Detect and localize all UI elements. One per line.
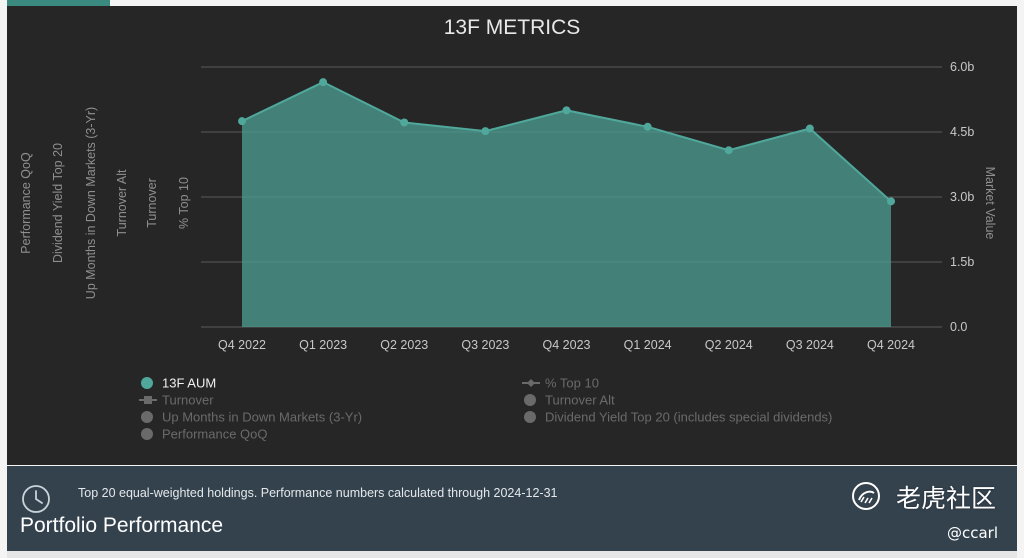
watermark-username: @ccarl [947,524,999,542]
x-tick-label: Q2 2024 [705,338,753,352]
chart-svg: 13F METRICS 0.01.5b3.0b4.5b6.0b Q4 2022 Q… [19,16,997,442]
aum-data-point[interactable] [238,117,246,126]
left-axis-title: % Top 10 [177,177,191,229]
clock-icon [22,485,50,513]
legend-item[interactable]: Up Months in Down Markets (3-Yr) [141,410,362,425]
legend-label: Up Months in Down Markets (3-Yr) [162,410,362,425]
aum-data-point[interactable] [319,78,328,87]
footer-note: Top 20 equal-weighted holdings. Performa… [78,486,558,500]
x-tick-label: Q3 2023 [461,338,509,352]
y-tick-label: 0.0 [950,320,967,334]
legend-label: % Top 10 [545,376,599,391]
legend-marker [141,377,153,389]
x-tick-label: Q2 2023 [380,338,428,352]
left-axis-title: Performance QoQ [19,152,33,254]
legend-item[interactable]: Turnover [139,393,214,408]
y-axis: 0.0 1.5b 3.0b 4.5b 6.0b [950,60,974,334]
aum-data-point[interactable] [400,118,409,127]
x-axis: Q4 2022 Q1 2023 Q2 2023 Q3 2023 Q4 2023 Q1 20… [218,338,915,352]
y-tick-label: 3.0b [950,190,974,204]
aum-data-point[interactable] [562,106,571,115]
aum-area-fill [242,82,891,328]
left-axis-title: Dividend Yield Top 20 [51,143,65,263]
legend-marker [141,428,153,440]
y-tick-label: 1.5b [950,255,974,269]
footer-title: Portfolio Performance [20,514,224,537]
footer-panel: Top 20 equal-weighted holdings. Performa… [7,466,1017,551]
x-tick-label: Q4 2023 [543,338,591,352]
y-tick-label: 4.5b [950,125,974,139]
aum-data-point[interactable] [805,124,814,133]
left-axis-title: Turnover Alt [115,169,129,236]
aum-data-point[interactable] [481,127,490,136]
area-layer [238,78,895,328]
legend-label: 13F AUM [162,376,216,391]
legend-item[interactable]: Dividend Yield Top 20 (includes special … [524,410,832,425]
top-accent-bar [7,0,110,6]
x-tick-label: Q1 2024 [624,338,672,352]
aum-data-point[interactable] [724,146,733,155]
x-tick-label: Q4 2022 [218,338,266,352]
left-axis-title: Turnover [145,178,159,228]
legend-label: Performance QoQ [162,427,268,442]
legend-marker [141,411,153,423]
aum-data-point[interactable] [643,122,652,131]
bottom-strip [7,551,1017,558]
legend-marker [527,379,535,387]
legend-label: Turnover Alt [545,393,615,408]
legend-item[interactable]: % Top 10 [522,376,599,391]
x-tick-label: Q1 2023 [299,338,347,352]
legend: 13F AUM % Top 10 Turnover Turnover Alt Up Mo… [139,376,832,442]
watermark-text: 老虎社区 [896,484,997,513]
y-tick-label: 6.0b [950,60,974,74]
legend-item[interactable]: Turnover Alt [524,393,615,408]
legend-marker [144,396,152,404]
left-axis-title: Up Months in Down Markets (3-Yr) [84,107,98,299]
legend-label: Dividend Yield Top 20 (includes special … [545,410,832,425]
left-axis-titles: Performance QoQ Dividend Yield Top 20 Up M… [19,107,191,299]
legend-item[interactable]: 13F AUM [141,376,216,391]
legend-marker [524,394,536,406]
x-tick-label: Q3 2024 [786,338,834,352]
watermark-logo-icon [852,482,880,510]
legend-item[interactable]: Performance QoQ [141,427,268,442]
legend-label: Turnover [162,393,214,408]
legend-marker [524,411,536,423]
y-axis-title: Market Value [983,167,997,240]
x-tick-label: Q4 2024 [867,338,915,352]
chart-title: 13F METRICS [444,16,581,39]
chart-panel: 13F METRICS 0.0 1.5b 3.0b 4.5b 6.0b Q4 2022 Q… [7,6,1017,465]
aum-data-point[interactable] [887,197,895,206]
